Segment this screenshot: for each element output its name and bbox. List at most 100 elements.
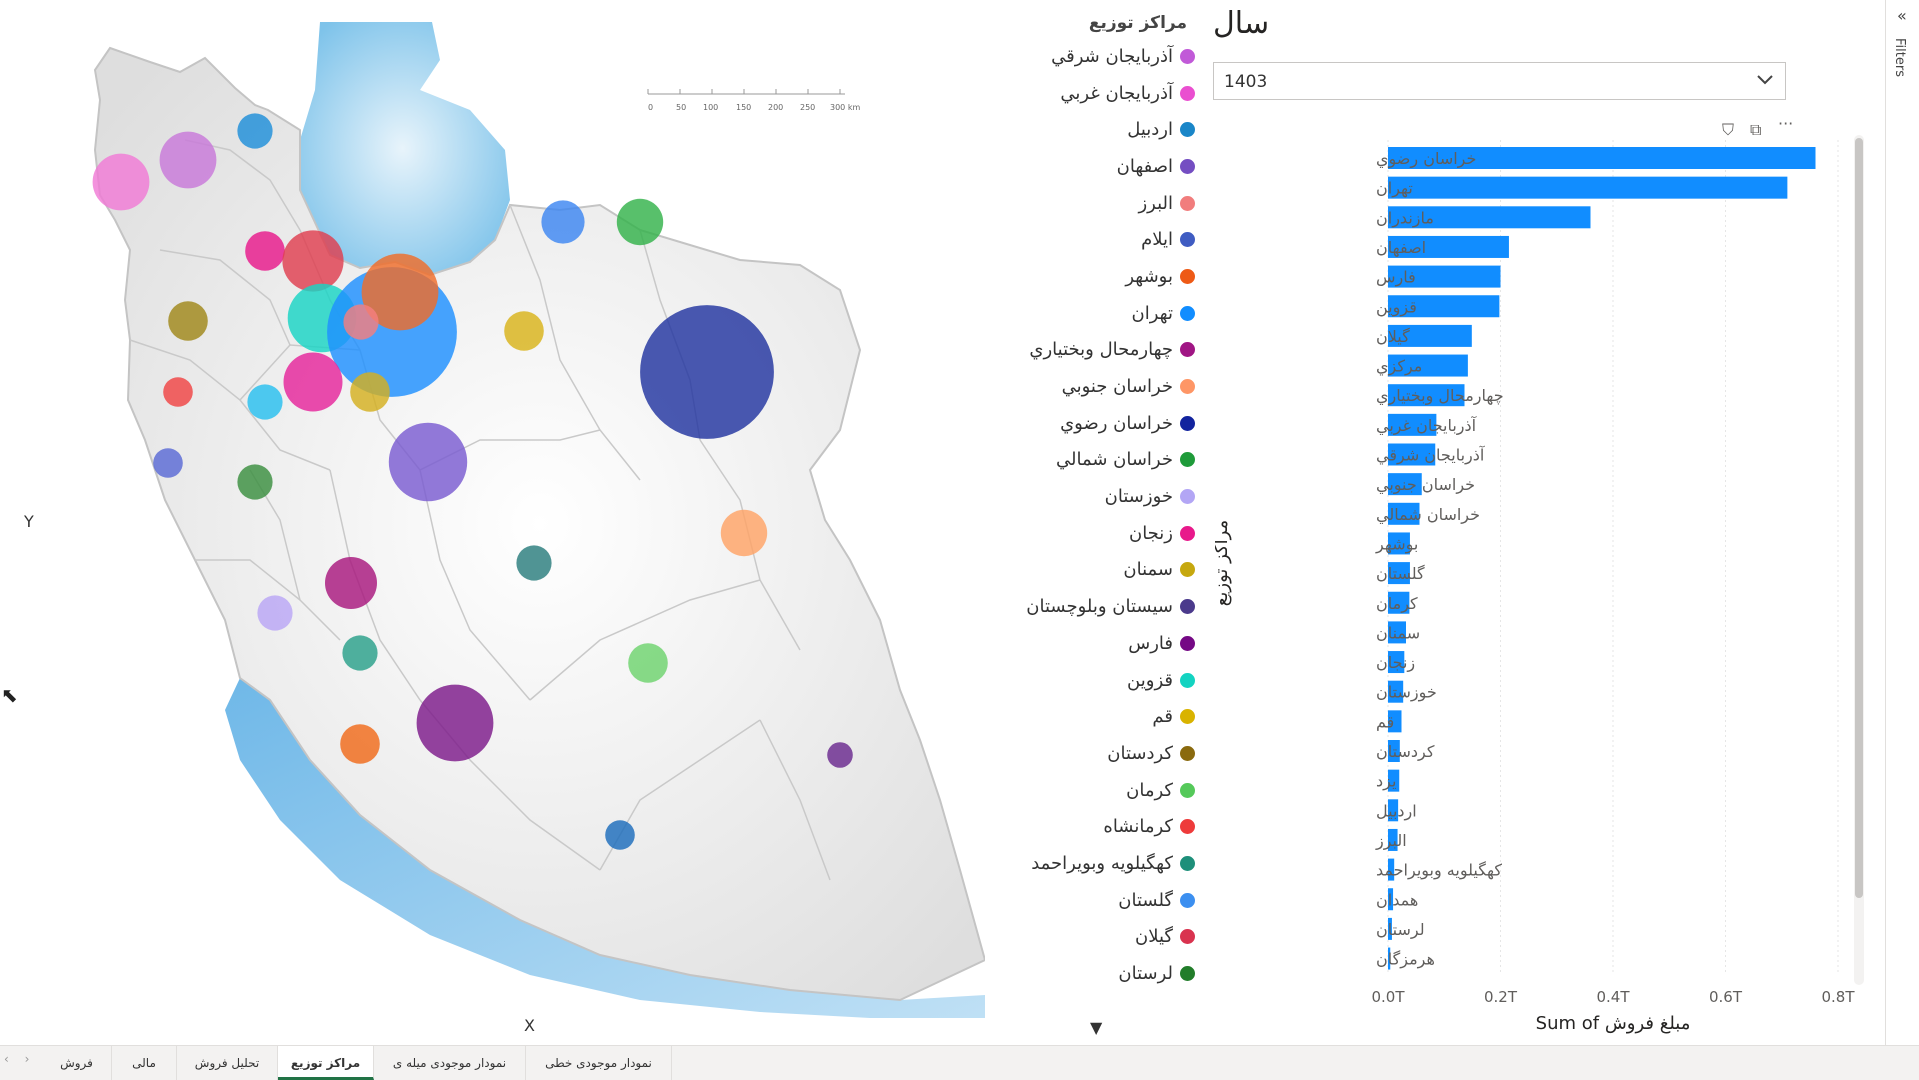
bar[interactable] bbox=[1388, 680, 1404, 703]
legend-item[interactable]: سمنان bbox=[1000, 552, 1195, 589]
map-bubble[interactable] bbox=[163, 377, 193, 407]
map-canvas[interactable]: 0 50 100 150 200 250 300 km bbox=[0, 0, 987, 1040]
map-bubble[interactable] bbox=[237, 464, 273, 500]
map-bubble[interactable] bbox=[504, 311, 544, 351]
map-bubble[interactable] bbox=[516, 545, 552, 581]
map-bubble[interactable] bbox=[343, 304, 379, 340]
bar[interactable] bbox=[1388, 769, 1400, 792]
collapse-icon[interactable]: « bbox=[1897, 6, 1907, 25]
legend-item[interactable]: آذربايجان شرقي bbox=[1000, 38, 1195, 75]
map-bubble[interactable] bbox=[247, 384, 283, 420]
bar[interactable] bbox=[1388, 740, 1400, 762]
map-bubble[interactable] bbox=[640, 305, 774, 439]
map-bubble[interactable] bbox=[541, 200, 585, 244]
legend-item[interactable]: خراسان رضوي bbox=[1000, 405, 1195, 442]
bar[interactable] bbox=[1388, 295, 1500, 318]
bar-chart-svg[interactable]: 0.0T 0.2T 0.4T 0.6T 0.8T خراسان رضوي تهران مازن… bbox=[1211, 140, 1865, 1040]
bar[interactable] bbox=[1388, 473, 1422, 496]
bar[interactable] bbox=[1388, 828, 1398, 851]
legend-item[interactable]: کرمان bbox=[1000, 772, 1195, 809]
legend-scroll-down-icon[interactable]: ▼ bbox=[1090, 1018, 1103, 1037]
bar[interactable] bbox=[1388, 265, 1501, 288]
legend-item[interactable]: قم bbox=[1000, 698, 1195, 735]
legend-item[interactable]: البرز bbox=[1000, 185, 1195, 222]
legend-item[interactable]: سيستان وبلوچستان bbox=[1000, 588, 1195, 625]
bar[interactable] bbox=[1388, 384, 1465, 407]
map-bubble[interactable] bbox=[257, 595, 293, 631]
filters-pane[interactable]: « Filters bbox=[1885, 0, 1919, 1045]
legend-item[interactable]: فارس bbox=[1000, 625, 1195, 662]
bar[interactable] bbox=[1388, 147, 1816, 169]
legend-item[interactable]: خراسان جنوبي bbox=[1000, 368, 1195, 405]
bar[interactable] bbox=[1388, 651, 1405, 674]
bar[interactable] bbox=[1388, 799, 1399, 822]
legend-item[interactable]: چهارمحال وبختياري bbox=[1000, 332, 1195, 369]
chart-scrollbar[interactable] bbox=[1854, 135, 1864, 985]
bar[interactable] bbox=[1388, 888, 1394, 911]
tab-scroll-arrows[interactable]: ‹ › bbox=[4, 1052, 36, 1066]
bar[interactable] bbox=[1388, 591, 1410, 614]
map-bubble[interactable] bbox=[628, 643, 668, 683]
focus-mode-icon[interactable]: ⧉ bbox=[1750, 120, 1762, 139]
bar[interactable] bbox=[1388, 917, 1392, 940]
map-visual[interactable]: 0 50 100 150 200 250 300 km Y X bbox=[0, 0, 987, 1040]
map-bubble[interactable] bbox=[92, 153, 150, 211]
bar-chart[interactable]: 0.0T 0.2T 0.4T 0.6T 0.8T خراسان رضوي تهران مازن… bbox=[1211, 140, 1865, 1040]
map-bubble[interactable] bbox=[361, 253, 439, 331]
bar[interactable] bbox=[1388, 947, 1391, 970]
year-slicer-dropdown[interactable]: 1403 bbox=[1213, 62, 1786, 100]
legend-item[interactable]: کردستان bbox=[1000, 735, 1195, 772]
map-bubble[interactable] bbox=[159, 131, 217, 189]
map-bubble[interactable] bbox=[237, 113, 273, 149]
map-bubble[interactable] bbox=[245, 231, 285, 271]
filters-label[interactable]: Filters bbox=[1892, 38, 1907, 77]
tab-sales-analysis[interactable]: تحلیل فروش bbox=[177, 1046, 278, 1080]
tab-finance[interactable]: مالی bbox=[112, 1046, 177, 1080]
map-bubble[interactable] bbox=[350, 372, 390, 412]
map-bubble[interactable] bbox=[605, 820, 635, 850]
map-bubble[interactable] bbox=[340, 724, 380, 764]
map-bubble[interactable] bbox=[153, 448, 183, 478]
bar[interactable] bbox=[1388, 621, 1406, 644]
map-bubble[interactable] bbox=[342, 635, 378, 671]
bar[interactable] bbox=[1388, 502, 1420, 525]
chevron-down-icon[interactable] bbox=[1755, 69, 1775, 94]
tab-distribution-centers[interactable]: مراکز توزیع bbox=[278, 1046, 374, 1080]
map-bubble[interactable] bbox=[827, 742, 853, 768]
bar[interactable] bbox=[1388, 710, 1402, 733]
legend-item[interactable]: خراسان شمالي bbox=[1000, 442, 1195, 479]
legend-item[interactable]: لرستان bbox=[1000, 955, 1195, 992]
bar[interactable] bbox=[1388, 324, 1472, 347]
legend-item[interactable]: ايلام bbox=[1000, 221, 1195, 258]
map-bubble[interactable] bbox=[416, 684, 494, 762]
legend-item[interactable]: کرمانشاه bbox=[1000, 808, 1195, 845]
map-bubble[interactable] bbox=[325, 557, 377, 609]
bar[interactable] bbox=[1388, 532, 1410, 555]
bar[interactable] bbox=[1388, 858, 1395, 881]
map-bubble[interactable] bbox=[168, 301, 208, 341]
legend-item[interactable]: زنجان bbox=[1000, 515, 1195, 552]
filter-icon[interactable]: ⛉ bbox=[1722, 120, 1735, 139]
legend-item[interactable]: آذربايجان غربي bbox=[1000, 75, 1195, 112]
legend-item[interactable]: تهران bbox=[1000, 295, 1195, 332]
tab-inventory-line-chart[interactable]: نمودار موجودی خطی bbox=[526, 1046, 672, 1080]
tab-sales[interactable]: فروش bbox=[42, 1046, 112, 1080]
tab-inventory-bar-chart[interactable]: نمودار موجودی میله ی bbox=[374, 1046, 526, 1080]
legend-item[interactable]: خوزستان bbox=[1000, 478, 1195, 515]
map-bubble[interactable] bbox=[616, 198, 664, 246]
map-bubble[interactable] bbox=[282, 230, 344, 292]
bar[interactable] bbox=[1388, 354, 1468, 377]
map-bubble[interactable] bbox=[283, 352, 343, 412]
legend-item[interactable]: گيلان bbox=[1000, 919, 1195, 956]
legend-item[interactable]: اردبيل bbox=[1000, 111, 1195, 148]
legend-item[interactable]: بوشهر bbox=[1000, 258, 1195, 295]
more-options-icon[interactable]: ··· bbox=[1778, 114, 1794, 133]
legend-item[interactable]: اصفهان bbox=[1000, 148, 1195, 185]
bar[interactable] bbox=[1388, 562, 1410, 585]
bar[interactable] bbox=[1388, 443, 1436, 466]
bar[interactable] bbox=[1388, 235, 1509, 258]
legend-item[interactable]: کهگيلويه وبويراحمد bbox=[1000, 845, 1195, 882]
legend-item[interactable]: قزوين bbox=[1000, 662, 1195, 699]
map-bubble[interactable] bbox=[720, 509, 768, 557]
bar[interactable] bbox=[1388, 413, 1437, 436]
